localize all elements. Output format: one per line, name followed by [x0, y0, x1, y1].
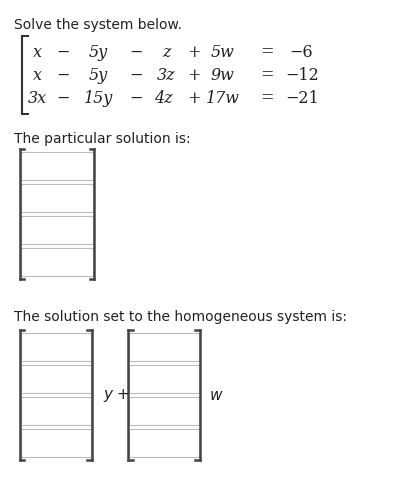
- Text: 15y: 15y: [84, 89, 113, 106]
- Text: −: −: [56, 89, 69, 106]
- Text: +: +: [187, 43, 200, 60]
- Text: w: w: [209, 388, 221, 403]
- FancyBboxPatch shape: [129, 397, 198, 425]
- Text: The solution set to the homogeneous system is:: The solution set to the homogeneous syst…: [14, 310, 346, 324]
- Text: −: −: [129, 89, 142, 106]
- Text: 3x: 3x: [28, 89, 47, 106]
- Text: −: −: [56, 66, 69, 83]
- FancyBboxPatch shape: [129, 333, 198, 361]
- FancyBboxPatch shape: [129, 365, 198, 393]
- Text: −: −: [129, 43, 142, 60]
- FancyBboxPatch shape: [20, 216, 93, 244]
- Text: +: +: [187, 66, 200, 83]
- Text: −6: −6: [289, 43, 312, 60]
- FancyBboxPatch shape: [20, 152, 93, 180]
- FancyBboxPatch shape: [20, 429, 90, 457]
- FancyBboxPatch shape: [20, 184, 93, 212]
- Text: −21: −21: [284, 89, 318, 106]
- Text: Solve the system below.: Solve the system below.: [14, 18, 182, 32]
- Text: −: −: [129, 66, 142, 83]
- Text: =: =: [259, 66, 273, 83]
- Text: 5w: 5w: [210, 43, 234, 60]
- Text: 3z: 3z: [157, 66, 175, 83]
- Text: +: +: [187, 89, 200, 106]
- Text: 4z: 4z: [154, 89, 172, 106]
- Text: z: z: [161, 43, 170, 60]
- Text: −: −: [56, 43, 69, 60]
- Text: −12: −12: [284, 66, 318, 83]
- FancyBboxPatch shape: [20, 248, 93, 276]
- Text: x: x: [33, 66, 42, 83]
- Text: 5y: 5y: [89, 66, 108, 83]
- FancyBboxPatch shape: [20, 365, 90, 393]
- Text: x: x: [33, 43, 42, 60]
- FancyBboxPatch shape: [20, 397, 90, 425]
- Text: y +: y +: [103, 388, 130, 403]
- FancyBboxPatch shape: [20, 333, 90, 361]
- FancyBboxPatch shape: [129, 429, 198, 457]
- Text: 5y: 5y: [89, 43, 108, 60]
- Text: =: =: [259, 89, 273, 106]
- Text: =: =: [259, 43, 273, 60]
- Text: 17w: 17w: [205, 89, 239, 106]
- Text: 9w: 9w: [210, 66, 234, 83]
- Text: The particular solution is:: The particular solution is:: [14, 132, 190, 146]
